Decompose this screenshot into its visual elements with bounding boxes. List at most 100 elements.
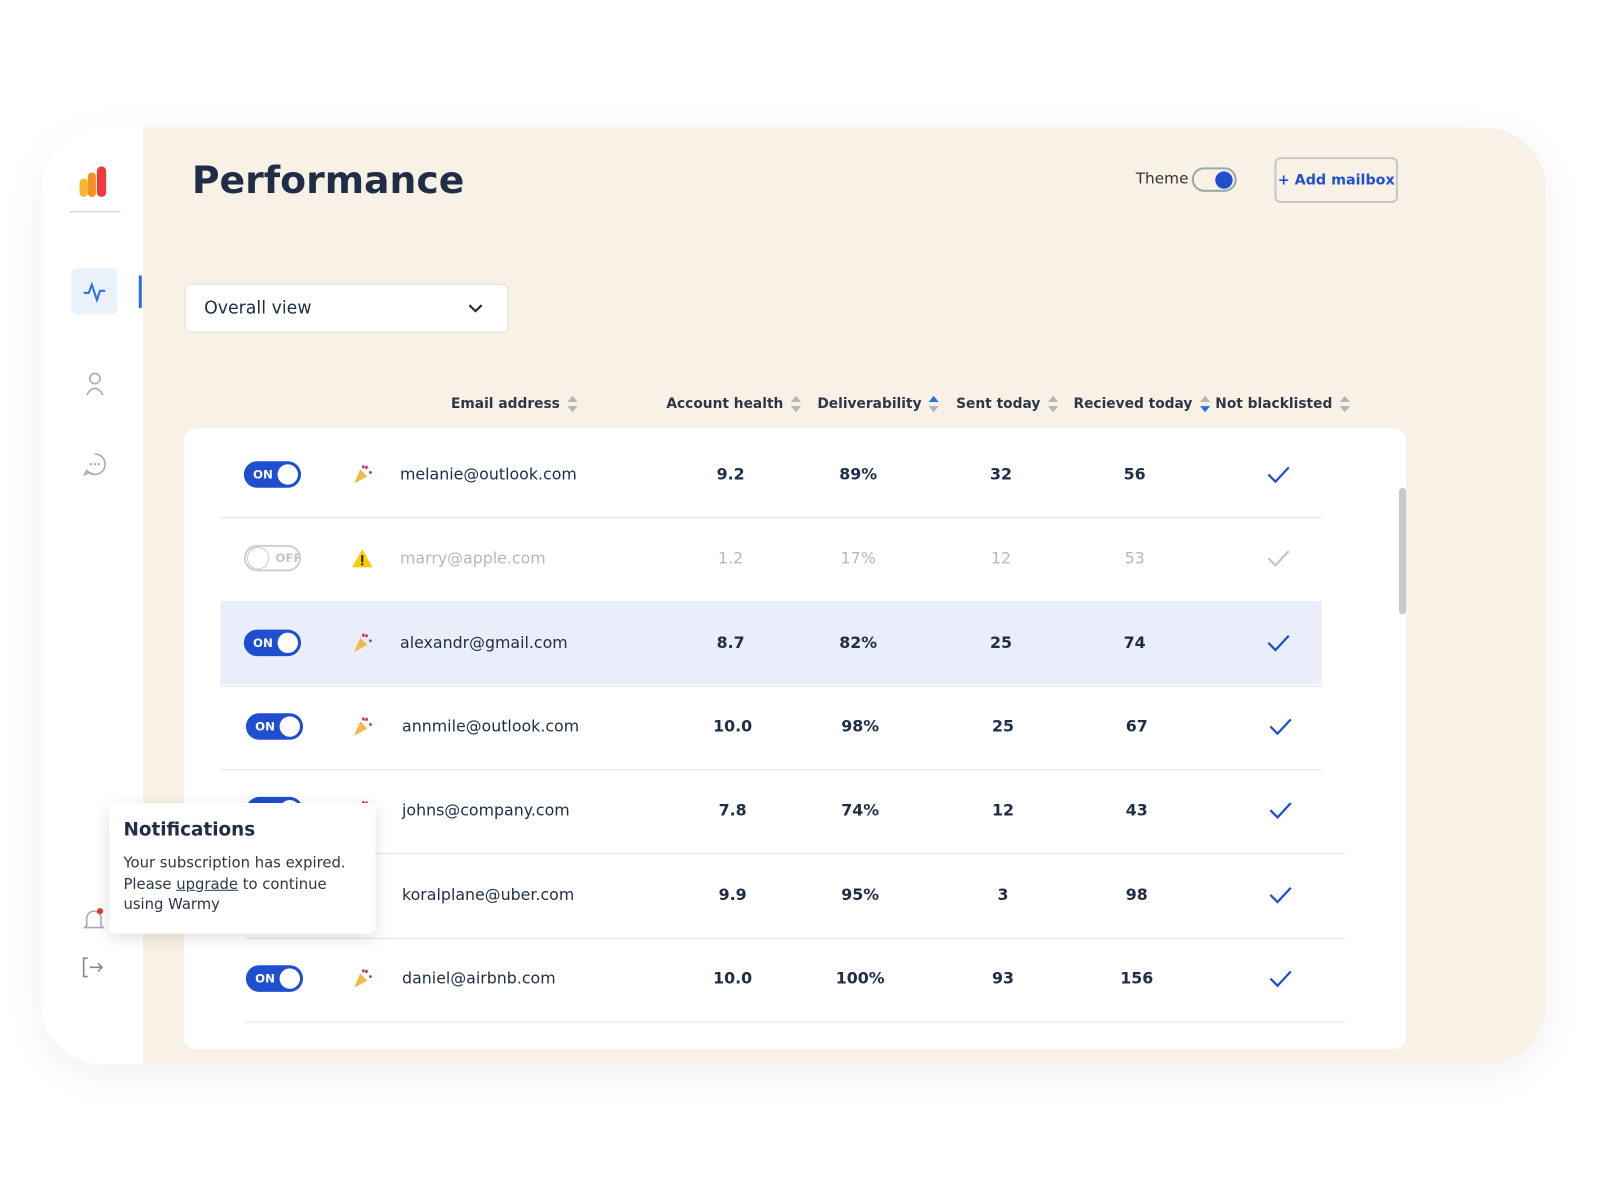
blacklist-check	[1269, 802, 1292, 820]
blacklist-check	[1269, 970, 1292, 988]
popper-cone	[354, 469, 368, 484]
view-select-value: Overall view	[204, 297, 312, 319]
check-stroke	[1267, 466, 1290, 484]
notification-popup: Notifications Your subscription has expi…	[109, 803, 376, 934]
received-value: 56	[1123, 465, 1146, 484]
scrollbar[interactable]	[1398, 487, 1407, 615]
row-toggle[interactable]: OFF	[243, 545, 302, 572]
row-separator	[244, 853, 1345, 855]
confetti	[362, 465, 365, 469]
sort-down	[1339, 406, 1350, 413]
health-value: 10.0	[713, 717, 753, 736]
sort-down	[567, 406, 578, 413]
email: marry@apple.com	[399, 549, 546, 568]
warning-mark	[361, 555, 364, 563]
sort-up	[1339, 395, 1350, 403]
sort-arrows	[1339, 395, 1350, 413]
column-header[interactable]: Not blacklisted	[1215, 394, 1350, 414]
add-mailbox-button[interactable]: + Add mailbox	[1274, 157, 1398, 204]
received-value: 74	[1123, 633, 1146, 652]
toggle-label: OFF	[275, 551, 302, 566]
sent-value: 32	[990, 465, 1013, 484]
nav-notifications[interactable]	[81, 906, 108, 933]
row-toggle[interactable]: ON	[245, 965, 304, 992]
health-value: 10.0	[713, 969, 753, 988]
sort-arrows	[1199, 395, 1210, 413]
deliverability-value: 89%	[839, 465, 878, 484]
health-value: 1.2	[718, 549, 744, 568]
column-header[interactable]: Email address	[451, 394, 578, 414]
column-header[interactable]: Recieved today	[1073, 394, 1210, 414]
chevron	[468, 304, 483, 313]
notification-text: Your subscription has expired. Please up…	[123, 853, 360, 916]
notification-text-after: to continue using Warmy	[123, 876, 327, 914]
sort-down	[790, 406, 801, 413]
sent-value: 12	[992, 801, 1015, 820]
logout[interactable]	[81, 954, 108, 981]
received-value: 156	[1120, 969, 1154, 988]
health-value: 9.9	[718, 885, 747, 904]
received-value: 98	[1125, 885, 1148, 904]
confetti	[368, 722, 372, 726]
confetti	[368, 638, 372, 642]
sort-down	[928, 406, 939, 413]
confetti	[364, 633, 368, 637]
nav-chat[interactable]	[82, 451, 109, 478]
check-stroke	[1267, 550, 1290, 568]
blacklist-check	[1267, 550, 1290, 568]
sort-arrows	[790, 395, 801, 413]
deliverability-value: 74%	[841, 801, 880, 820]
sent-value: 93	[992, 969, 1015, 988]
popper-cone	[354, 637, 368, 652]
blacklist-check	[1269, 718, 1292, 736]
popper-cone	[354, 973, 368, 988]
deliverability-value: 98%	[841, 717, 880, 736]
health-value: 9.2	[716, 465, 745, 484]
view-select[interactable]: Overall view	[184, 283, 509, 333]
received-value: 67	[1125, 717, 1148, 736]
health-value: 8.7	[716, 633, 745, 652]
nav-account[interactable]	[82, 370, 109, 397]
toggle-knob	[279, 968, 300, 989]
toggle-knob	[277, 632, 298, 653]
deliverability-value: 17%	[840, 549, 876, 568]
column-header-label: Not blacklisted	[1215, 395, 1333, 413]
row-separator	[244, 937, 1345, 939]
check-stroke	[1269, 886, 1292, 904]
row-separator	[220, 769, 1322, 771]
column-header-label: Account health	[666, 395, 784, 413]
sort-up	[1047, 395, 1058, 403]
column-header[interactable]: Sent today	[956, 394, 1059, 414]
column-header-label: Recieved today	[1073, 395, 1193, 413]
sort-down	[1199, 406, 1210, 413]
sort-up	[790, 395, 801, 403]
column-header-label: Deliverability	[817, 395, 922, 413]
confetti	[368, 471, 372, 474]
column-header[interactable]: Deliverability	[817, 394, 940, 414]
upgrade-link[interactable]: upgrade	[176, 876, 239, 893]
theme-label: Theme	[1135, 169, 1189, 188]
confetti	[364, 465, 368, 469]
column-header-label: Email address	[451, 395, 560, 413]
notification-text-before: Your subscription has expired. Please	[123, 855, 346, 893]
row-toggle[interactable]: ON	[243, 461, 302, 488]
email: melanie@outlook.com	[399, 465, 577, 484]
email: johns@company.com	[402, 801, 570, 820]
sent-value: 12	[990, 549, 1012, 568]
email: koralplane@uber.com	[402, 885, 575, 904]
status-party-icon	[354, 465, 372, 484]
sent-value: 25	[992, 717, 1015, 736]
logo[interactable]	[78, 166, 113, 199]
nav-performance[interactable]	[71, 268, 118, 315]
row-toggle[interactable]: ON	[245, 713, 304, 740]
row-separator	[244, 1021, 1345, 1023]
theme-toggle[interactable]	[1191, 167, 1237, 192]
column-header[interactable]: Account health	[666, 394, 801, 414]
row-separator	[220, 517, 1322, 519]
health-value: 7.8	[718, 801, 747, 820]
row-toggle[interactable]: ON	[243, 629, 302, 656]
status-party-icon	[354, 969, 372, 988]
toggle-label: ON	[255, 971, 275, 986]
status-warning-icon	[352, 549, 373, 568]
